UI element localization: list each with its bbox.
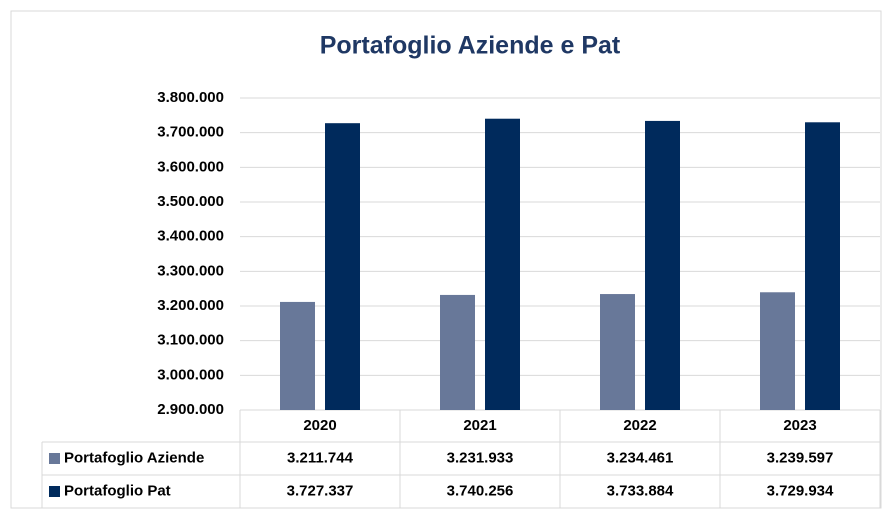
bar — [485, 118, 520, 411]
table-value: 3.211.744 — [287, 449, 354, 466]
x-tick-label: 2023 — [783, 417, 816, 434]
y-tick-label: 3.600.000 — [157, 158, 224, 175]
y-tick-label: 3.000.000 — [157, 366, 224, 383]
table-value: 3.727.337 — [287, 482, 354, 499]
bar — [760, 292, 795, 410]
y-tick-label: 3.200.000 — [157, 297, 224, 314]
y-tick-label: 3.300.000 — [157, 262, 224, 279]
y-tick-label: 3.800.000 — [157, 89, 224, 106]
bar — [325, 123, 360, 410]
legend-key — [49, 486, 60, 497]
table-value: 3.740.256 — [447, 482, 514, 499]
x-tick-label: 2020 — [303, 417, 336, 434]
table-value: 3.729.934 — [767, 482, 834, 499]
table-value: 3.231.933 — [447, 449, 514, 466]
table-value: 3.234.461 — [607, 449, 674, 466]
bar — [805, 122, 840, 410]
y-tick-label: 3.500.000 — [157, 193, 224, 210]
bar — [440, 294, 475, 410]
y-tick-label: 3.400.000 — [157, 228, 224, 245]
legend-label: Portafoglio Pat — [64, 482, 171, 499]
y-tick-label: 3.100.000 — [157, 332, 224, 349]
legend-key — [49, 453, 60, 464]
table-value: 3.733.884 — [607, 482, 674, 499]
bar — [645, 120, 680, 410]
chart-title: Portafoglio Aziende e Pat — [320, 32, 621, 60]
x-tick-label: 2022 — [623, 417, 656, 434]
legend-label: Portafoglio Aziende — [64, 449, 204, 466]
bar — [600, 294, 635, 410]
table-value: 3.239.597 — [767, 449, 834, 466]
x-tick-label: 2021 — [463, 417, 496, 434]
chart-border — [10, 10, 882, 509]
bar — [280, 301, 315, 410]
y-tick-label: 3.700.000 — [157, 124, 224, 141]
y-tick-label: 2.900.000 — [157, 401, 224, 418]
